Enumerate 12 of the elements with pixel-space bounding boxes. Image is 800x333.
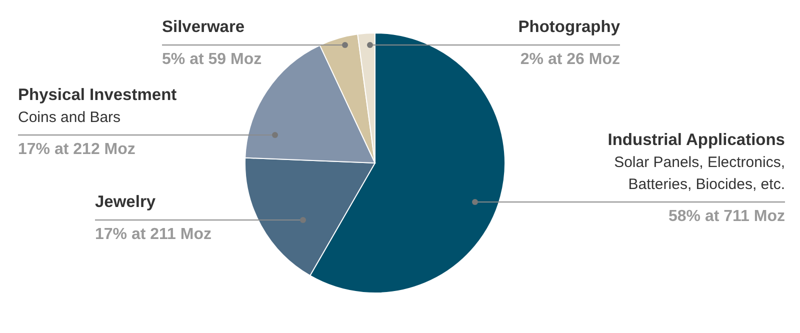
data-label: 17% at 212 Moz (18, 141, 136, 158)
text: Solar Panels, Electronics, Batteries, Biocides, etc. (614, 154, 785, 193)
slice-label: Jewelry (95, 193, 156, 211)
data-label: 2% at 26 Moz (520, 51, 620, 68)
slice-label: Physical Investment (18, 86, 178, 104)
slice-label: Industrial Applications (608, 131, 785, 149)
data-label: 58% at 711 Moz (668, 208, 785, 225)
text: Coins and Bars (18, 109, 121, 126)
slice-label: Photography (518, 18, 621, 36)
slice-label: Silverware (162, 18, 245, 36)
data-label: 17% at 211 Moz (95, 226, 212, 243)
data-label: 5% at 59 Moz (162, 51, 262, 68)
